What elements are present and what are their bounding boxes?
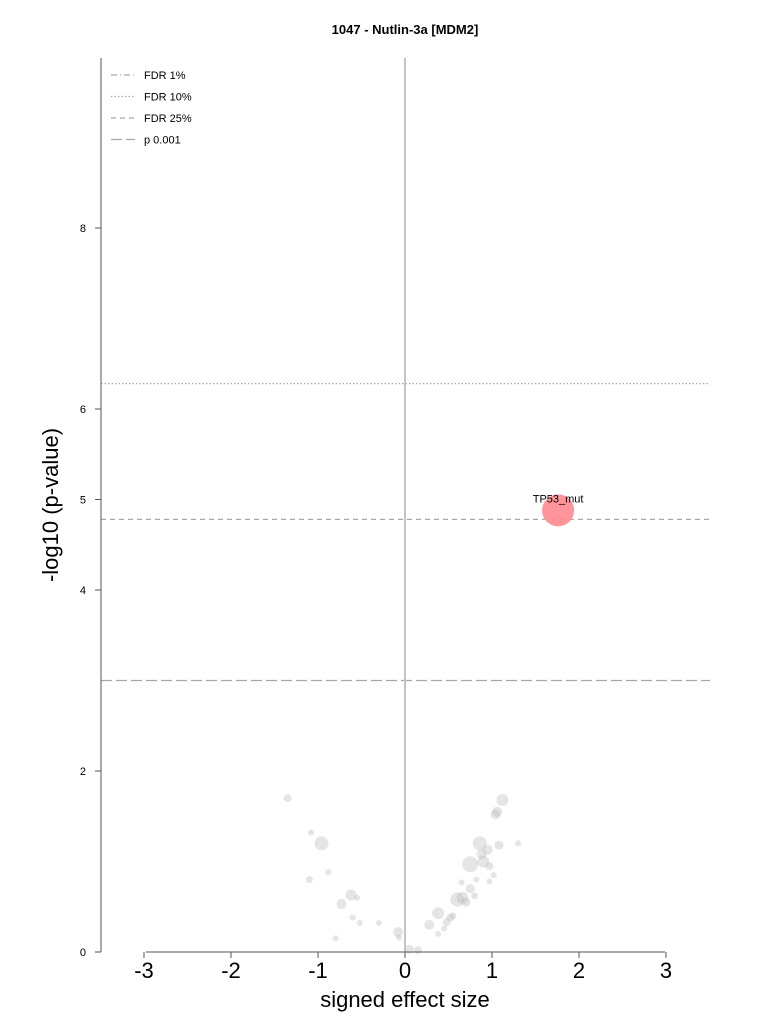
data-point: [442, 918, 451, 927]
data-point: [496, 793, 509, 806]
data-point: [461, 897, 471, 907]
data-point: [332, 935, 339, 942]
data-point: [465, 884, 475, 894]
data-point: [449, 912, 457, 920]
x-tick-label: 2: [573, 958, 585, 983]
x-tick-label: 0: [399, 958, 411, 983]
data-point: [356, 920, 363, 927]
y-tick-label: 0: [80, 947, 86, 959]
data-point: [393, 927, 404, 938]
data-point: [486, 878, 493, 885]
data-point: [477, 855, 490, 868]
data-point: [305, 876, 313, 884]
data-point: [492, 806, 503, 817]
data-point: [458, 879, 465, 886]
data-point: [354, 894, 361, 901]
y-tick-label: 5: [80, 495, 86, 507]
x-tick-label: 3: [660, 958, 672, 983]
data-point: [476, 849, 487, 860]
x-tick-label: -2: [221, 958, 241, 983]
x-axis-ticks: -3 -2 -1 0 1 2 3: [134, 952, 672, 983]
point-annotations: TP53_mut: [533, 494, 584, 506]
legend-label: p 0.001: [144, 135, 181, 147]
data-point: [325, 869, 332, 876]
x-tick-label: -3: [134, 958, 154, 983]
legend-label: FDR 1%: [144, 70, 186, 82]
data-point: [471, 892, 479, 900]
data-point: [414, 946, 423, 955]
data-point: [349, 914, 356, 921]
legend-label: FDR 10%: [144, 92, 192, 104]
data-point: [432, 907, 445, 920]
data-point: [308, 829, 315, 836]
legend: FDR 1% FDR 10% FDR 25% p 0.001: [111, 70, 192, 147]
data-point: [450, 892, 465, 907]
data-point: [395, 934, 402, 941]
x-axis-label: signed effect size: [320, 987, 490, 1012]
data-points: [283, 494, 575, 955]
highlight-point: [542, 494, 575, 527]
annotation-label: TP53_mut: [533, 494, 584, 506]
data-point: [482, 844, 493, 855]
data-point: [490, 872, 497, 879]
data-point: [283, 794, 292, 803]
data-point: [462, 856, 479, 873]
data-point: [473, 876, 480, 883]
data-point: [375, 920, 382, 927]
data-point: [494, 840, 504, 850]
chart-title: 1047 - Nutlin-3a [MDM2]: [332, 22, 479, 37]
data-point: [446, 913, 455, 922]
x-tick-label: -1: [308, 958, 328, 983]
y-tick-label: 8: [80, 223, 86, 235]
y-tick-label: 4: [80, 585, 86, 597]
data-point: [472, 836, 487, 851]
data-point: [485, 862, 494, 871]
y-axis-label: -log10 (p-value): [38, 428, 63, 582]
data-point: [456, 891, 469, 904]
y-axis-ticks: 0 2 4 5 6 8: [80, 223, 101, 959]
data-point: [435, 930, 442, 937]
data-point: [336, 899, 347, 910]
data-point: [424, 919, 435, 930]
x-tick-label: 1: [486, 958, 498, 983]
data-point: [441, 925, 448, 932]
data-point: [490, 809, 501, 820]
y-tick-label: 2: [80, 766, 86, 778]
y-tick-label: 6: [80, 404, 86, 416]
data-point: [345, 889, 357, 901]
data-point: [515, 840, 522, 847]
data-point: [314, 836, 329, 851]
legend-label: FDR 25%: [144, 113, 192, 125]
